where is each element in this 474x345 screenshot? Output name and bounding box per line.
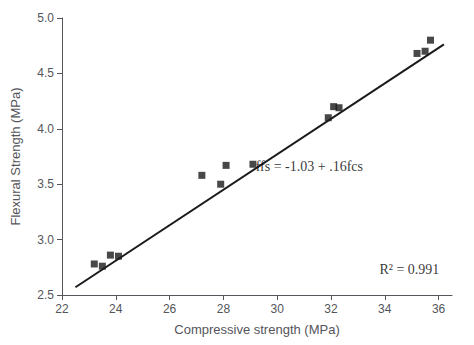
svg-text:5.0: 5.0 xyxy=(37,11,54,25)
svg-text:30: 30 xyxy=(270,302,284,316)
svg-text:28: 28 xyxy=(217,302,231,316)
svg-text:ffs = -1.03 + .16fcs: ffs = -1.03 + .16fcs xyxy=(256,159,363,174)
svg-text:Compressive strength (MPa): Compressive strength (MPa) xyxy=(174,322,339,337)
svg-text:24: 24 xyxy=(109,302,123,316)
svg-text:4.0: 4.0 xyxy=(37,122,54,136)
svg-text:34: 34 xyxy=(378,302,392,316)
svg-text:22: 22 xyxy=(55,302,69,316)
svg-text:4.5: 4.5 xyxy=(37,66,54,80)
svg-text:3.5: 3.5 xyxy=(37,177,54,191)
svg-text:36: 36 xyxy=(432,302,446,316)
svg-text:26: 26 xyxy=(163,302,177,316)
svg-text:Flexural Strength (MPa): Flexural Strength (MPa) xyxy=(8,88,23,226)
svg-text:R² = 0.991: R² = 0.991 xyxy=(379,262,439,277)
svg-text:2.5: 2.5 xyxy=(37,288,54,302)
svg-text:3.0: 3.0 xyxy=(37,233,54,247)
svg-text:32: 32 xyxy=(324,302,338,316)
